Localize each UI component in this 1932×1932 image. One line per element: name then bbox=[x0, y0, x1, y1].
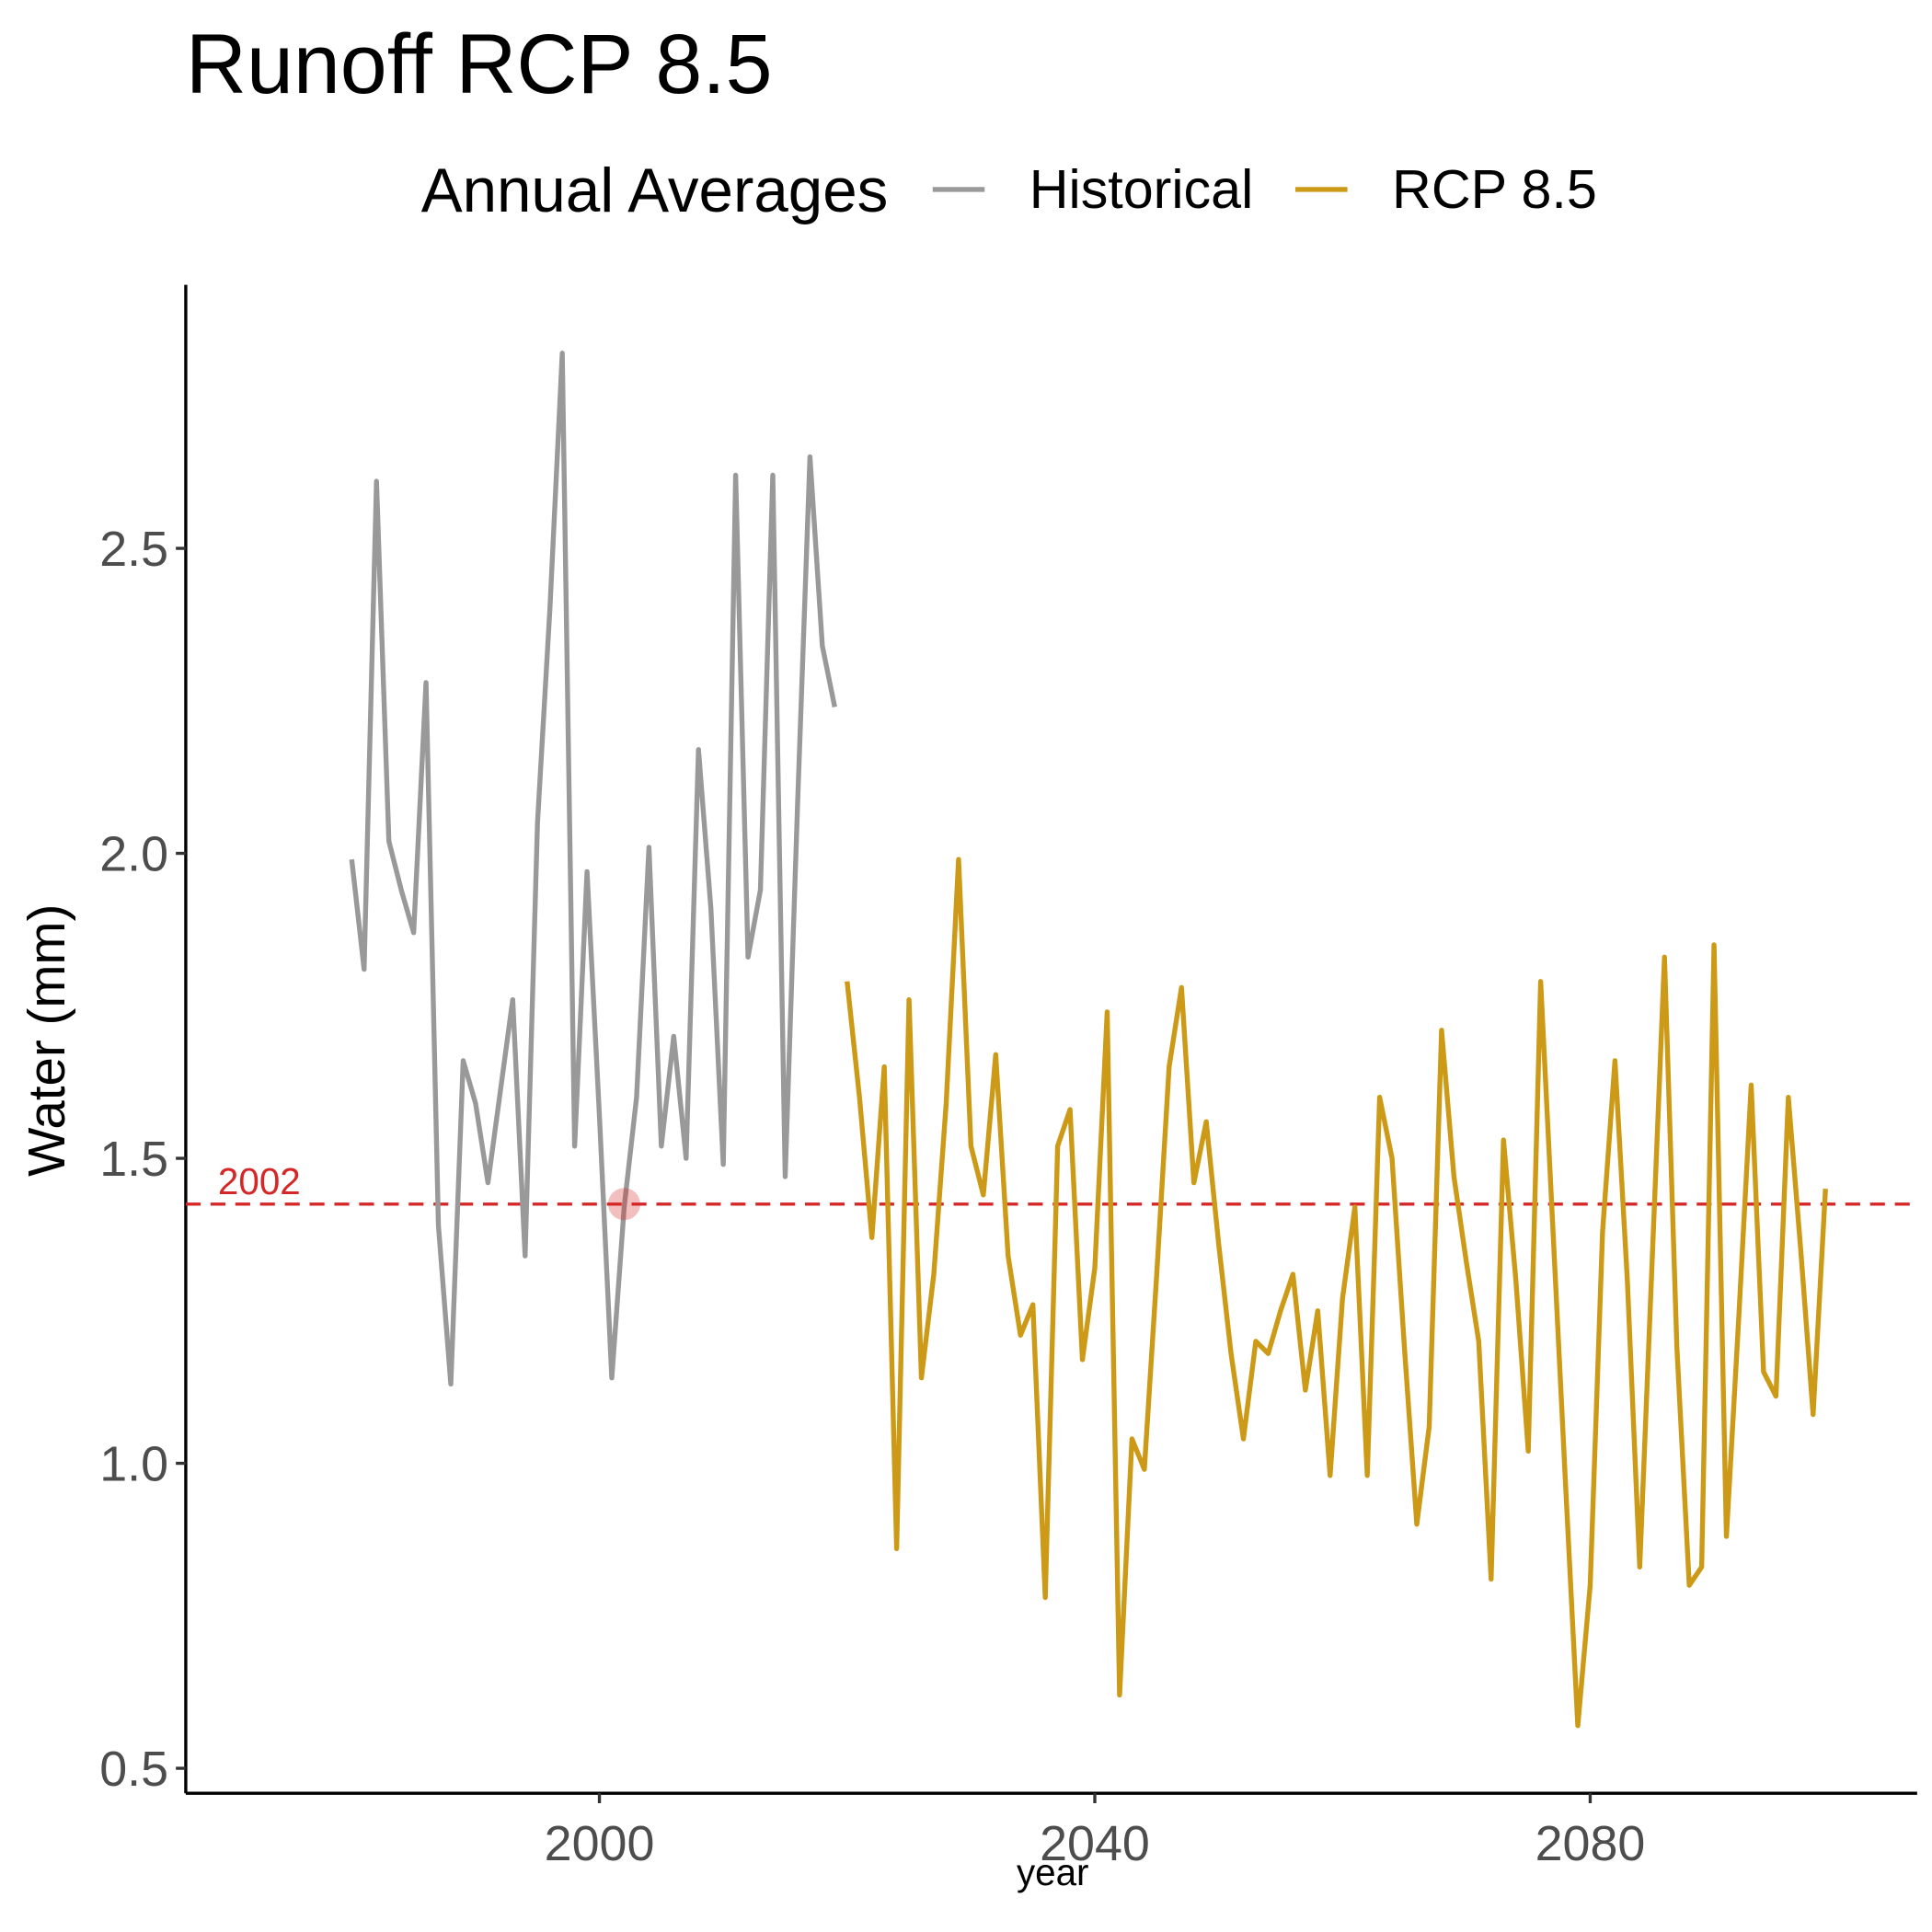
chart-title: Runoff RCP 8.5 bbox=[186, 17, 773, 111]
x-tick-label: 2040 bbox=[1040, 1816, 1150, 1871]
legend-label: RCP 8.5 bbox=[1392, 158, 1597, 220]
x-tick-label: 2080 bbox=[1535, 1816, 1646, 1871]
legend-title: Annual Averages bbox=[421, 156, 889, 225]
reference-point bbox=[607, 1188, 640, 1221]
y-tick-label: 1.0 bbox=[99, 1436, 168, 1491]
legend: Annual Averages Historical RCP 8.5 bbox=[421, 156, 1597, 225]
y-tick-label: 2.0 bbox=[99, 826, 168, 881]
y-axis-label: Water (mm) bbox=[17, 904, 75, 1177]
y-tick-label: 0.5 bbox=[99, 1742, 168, 1797]
series-line bbox=[845, 857, 1828, 1729]
series-line bbox=[349, 351, 837, 1387]
y-tick-label: 1.5 bbox=[99, 1132, 168, 1187]
y-tick-label: 2.5 bbox=[99, 522, 168, 577]
x-axis-label: year bbox=[1017, 1851, 1089, 1893]
x-tick-label: 2000 bbox=[545, 1816, 655, 1871]
legend-label: Historical bbox=[1029, 158, 1254, 220]
reference-label: 2002 bbox=[218, 1160, 301, 1202]
